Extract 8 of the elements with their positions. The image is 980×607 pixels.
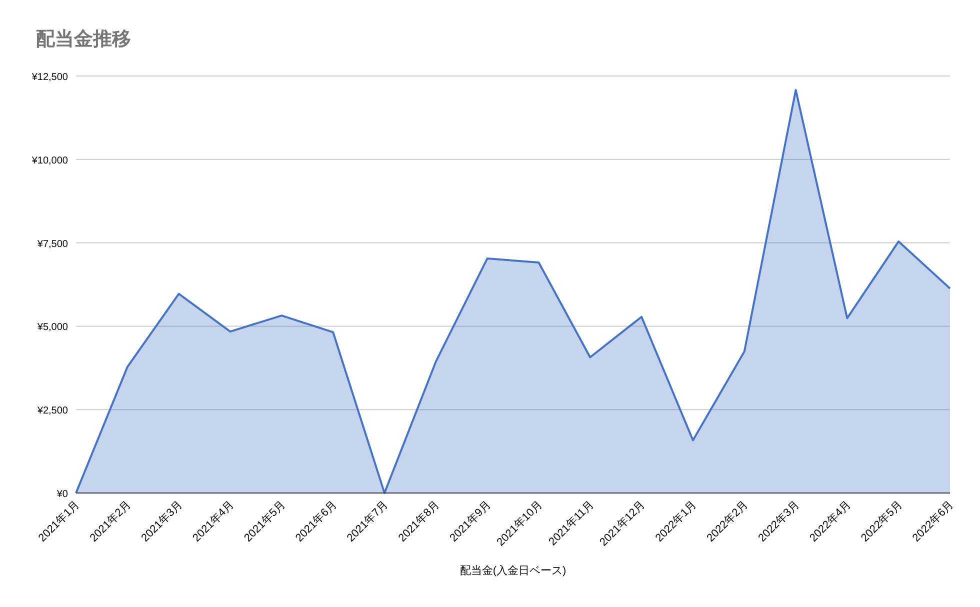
y-tick-label: ¥12,500 xyxy=(30,72,68,83)
y-tick-label: ¥5,000 xyxy=(36,322,68,334)
y-tick-label: ¥10,000 xyxy=(30,155,68,166)
x-axis-title: 配当金(入金日ベース) xyxy=(460,564,566,577)
y-tick-label: ¥0 xyxy=(56,489,68,500)
y-tick-label: ¥7,500 xyxy=(36,238,68,250)
y-tick-label: ¥2,500 xyxy=(36,406,68,417)
chart-title: 配当金推移 xyxy=(36,29,131,50)
